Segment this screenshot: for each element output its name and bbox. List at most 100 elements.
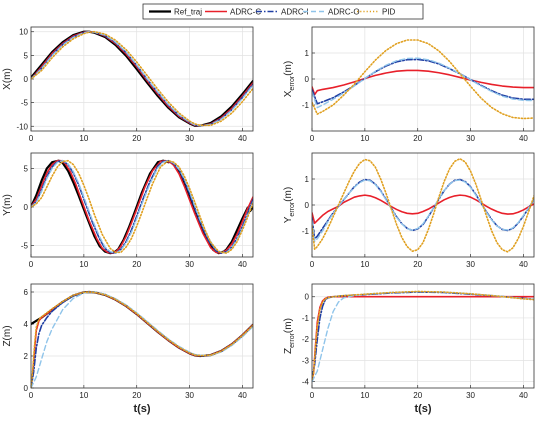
tick-label-y: 0 (305, 75, 310, 84)
tick-label-x: 0 (310, 260, 315, 269)
tick-label-x: 20 (413, 134, 422, 143)
tick-label-x: 20 (132, 134, 141, 143)
tick-label-x: 40 (238, 391, 247, 400)
tick-label-x: 40 (519, 391, 528, 400)
tick-label-y: 10 (19, 28, 28, 37)
legend-label-ref-traj: Ref_traj (174, 8, 202, 17)
tick-label-x: 30 (185, 134, 194, 143)
tick-label-x: 10 (360, 260, 369, 269)
tick-label-y: 0 (24, 384, 29, 393)
tick-label-x: 40 (519, 134, 528, 143)
tick-label-x: 10 (360, 134, 369, 143)
tick-label-y: 2 (24, 352, 29, 361)
series-line-adrc-c (312, 194, 534, 224)
x-axis-label: t(s) (133, 403, 150, 415)
tick-label-y: -1 (302, 227, 310, 236)
series-group (31, 159, 253, 255)
y-axis-label: Xerror(m) (283, 61, 296, 97)
y-axis-label: Zerror(m) (283, 318, 296, 354)
tick-label-x: 0 (29, 260, 34, 269)
tick-label-y: 5 (24, 164, 29, 173)
tick-label-x: 10 (79, 391, 88, 400)
tick-label-y: -5 (21, 99, 29, 108)
axes-box (30, 152, 254, 258)
series-group (312, 157, 534, 253)
tick-label-x: 30 (466, 391, 475, 400)
tick-label-y: -1 (302, 314, 310, 323)
series-line-adrc-o (312, 179, 534, 243)
tick-label-y: 0 (24, 75, 29, 84)
panel-x: 0 10 20 30 40 -10 -5 0 5 10 X(m) (2, 26, 254, 143)
tick-label-x: 40 (238, 134, 247, 143)
tick-label-y: 1 (305, 49, 310, 58)
tick-label-y: 0 (305, 201, 310, 210)
series-line-pid (312, 290, 534, 381)
legend-label-adrc-o: ADRC-O (328, 8, 360, 17)
series-line-adrc-o (312, 57, 534, 109)
axes-box (311, 26, 535, 132)
axes-box (30, 283, 254, 389)
y-axis-label: Yerror(m) (283, 187, 296, 223)
tick-label-x: 40 (519, 260, 528, 269)
series-group (312, 39, 534, 120)
tick-label-x: 0 (310, 134, 315, 143)
series-line-adrc-c (312, 69, 534, 96)
tick-label-x: 20 (413, 391, 422, 400)
y-axis-label: X(m) (2, 68, 13, 90)
series-group (31, 290, 253, 388)
tick-label-y: 6 (24, 288, 29, 297)
legend-label-adrc-i: ADRC-I (281, 8, 309, 17)
tick-label-y: 0 (305, 293, 310, 302)
series-line-pid (31, 30, 253, 127)
tick-label-x: 10 (360, 391, 369, 400)
tick-label-x: 0 (29, 391, 34, 400)
tick-label-x: 30 (185, 391, 194, 400)
y-axis-label: Z(m) (2, 325, 13, 346)
panel-y: 0 10 20 30 40 -5 0 5 Y(m) (2, 152, 254, 269)
tick-label-x: 20 (132, 260, 141, 269)
tick-label-x: 40 (238, 260, 247, 269)
tick-label-y: -10 (16, 122, 28, 131)
series-line-adrc-i (312, 58, 534, 105)
legend-label-pid: PID (382, 8, 396, 17)
series-line-ref-traj (31, 30, 253, 127)
tick-label-y: 4 (24, 320, 29, 329)
panel-yerr: 0 10 20 30 40 -1 0 1 Yerror(m) (283, 152, 535, 269)
legend-box (142, 3, 424, 20)
legend-label-adrc-c: ADRC-C (230, 8, 261, 17)
axes-box (30, 26, 254, 132)
y-axis-label: Y(m) (2, 194, 13, 216)
series-line-pid (31, 291, 253, 388)
tick-label-x: 20 (413, 260, 422, 269)
tick-label-y: -2 (302, 335, 310, 344)
tick-label-y: -4 (302, 378, 310, 387)
axes-box (311, 283, 535, 389)
tick-label-x: 0 (310, 391, 315, 400)
tick-label-y: -1 (302, 101, 310, 110)
panel-zerr: 0 10 20 30 40 -4 -3 -2 -1 0 Zerror(m) t(s) (283, 283, 535, 415)
plot-area (312, 284, 534, 388)
panel-xerr: 0 10 20 30 40 -1 0 1 Xerror(m) (283, 26, 535, 143)
tick-label-x: 30 (185, 260, 194, 269)
tick-label-x: 10 (79, 260, 88, 269)
panel-z: 0 10 20 30 40 0 2 4 6 Z(m) t(s) (2, 283, 254, 415)
tick-label-x: 10 (79, 134, 88, 143)
tick-label-x: 30 (466, 260, 475, 269)
series-line-pid (312, 157, 534, 253)
legend: Ref_traj ADRC-C ADRC-I ADRC-O PID (142, 3, 424, 20)
series-line-pid (31, 159, 253, 254)
series-group (31, 30, 253, 127)
tick-label-y: -3 (302, 356, 310, 365)
tick-label-x: 20 (132, 391, 141, 400)
plot-area (31, 284, 253, 388)
tick-label-y: 0 (24, 203, 29, 212)
series-group (312, 290, 534, 383)
tick-label-y: 1 (305, 175, 310, 184)
x-axis-label: t(s) (414, 403, 431, 415)
tick-label-y: 5 (24, 51, 29, 60)
axes-box (311, 152, 535, 258)
series-line-adrc-c (31, 159, 253, 254)
tick-label-x: 0 (29, 134, 34, 143)
